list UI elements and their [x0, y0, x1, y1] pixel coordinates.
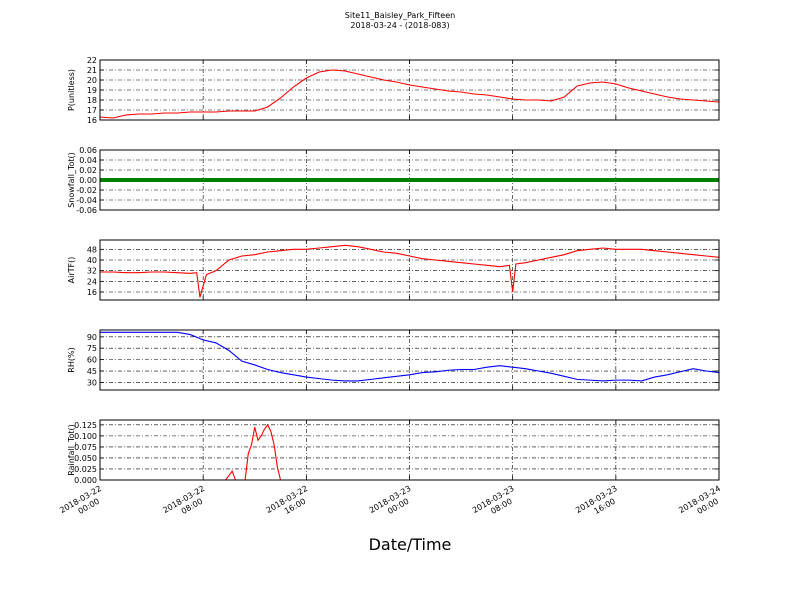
y-axis-label: Rainfall_Tot()	[67, 424, 76, 476]
chart-title: Site11_Baisley_Park_Fifteen	[345, 11, 455, 20]
y-tick-label: 0.06	[79, 146, 97, 155]
y-tick-label: 0.02	[79, 166, 97, 175]
axes-frame	[99, 149, 720, 211]
data-line	[99, 69, 720, 119]
y-tick-label: 17	[87, 106, 97, 115]
y-tick-label: 16	[87, 116, 97, 125]
axes-frame	[99, 419, 720, 481]
data-line	[100, 423, 719, 481]
y-tick-label: 18	[87, 96, 97, 105]
y-tick-label: 90	[87, 333, 97, 342]
y-tick-label: 48	[87, 245, 97, 254]
y-tick-label: 0.100	[74, 432, 97, 441]
y-tick-label: 32	[87, 267, 97, 276]
data-line	[100, 331, 720, 382]
y-tick-label: 20	[87, 76, 97, 85]
y-tick-label: 45	[87, 367, 97, 376]
y-tick-label: 60	[87, 356, 97, 365]
y-tick-label: 22	[87, 56, 97, 65]
data-line	[100, 244, 720, 298]
y-tick-label: 0.04	[79, 156, 97, 165]
y-tick-label: 0.125	[74, 421, 97, 430]
y-tick-label: 0.075	[74, 443, 97, 452]
y-axis-label: Snowfall_Tot()	[67, 152, 76, 208]
y-tick-label: 0.000	[74, 476, 97, 485]
y-axis-label: P(unitless)	[67, 69, 76, 111]
axes-frame	[99, 239, 720, 301]
y-tick-label: 21	[87, 66, 97, 75]
y-tick-label: 30	[87, 378, 97, 387]
y-tick-label: 40	[87, 256, 97, 265]
axes-frame	[99, 329, 720, 391]
y-tick-label: -0.02	[76, 186, 97, 195]
y-tick-label: 24	[87, 277, 97, 286]
x-axis-label: Date/Time	[369, 535, 452, 554]
y-tick-label: 16	[87, 288, 97, 297]
y-tick-label: 0.050	[74, 454, 97, 463]
y-axis-label: AirTF()	[67, 257, 76, 284]
y-tick-label: 19	[87, 86, 97, 95]
y-tick-label: -0.06	[76, 206, 97, 215]
y-tick-label: -0.04	[76, 196, 97, 205]
y-axis-label: RH(%)	[67, 347, 76, 372]
y-tick-label: 0.00	[79, 176, 97, 185]
chart-subtitle: 2018-03-24 - (2018-083)	[350, 21, 449, 30]
y-tick-label: 0.025	[74, 465, 97, 474]
y-tick-label: 75	[87, 344, 97, 353]
axes-frame	[99, 59, 720, 121]
